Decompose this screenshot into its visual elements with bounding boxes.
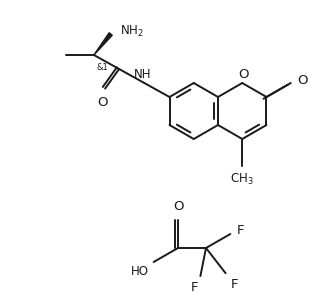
Polygon shape bbox=[94, 33, 112, 55]
Text: F: F bbox=[191, 281, 198, 294]
Text: &1: &1 bbox=[97, 63, 109, 72]
Text: CH$_3$: CH$_3$ bbox=[230, 172, 254, 187]
Text: F: F bbox=[237, 225, 244, 237]
Text: HO: HO bbox=[131, 265, 149, 278]
Text: O: O bbox=[97, 95, 107, 109]
Text: O: O bbox=[298, 75, 308, 87]
Text: NH: NH bbox=[133, 68, 151, 82]
Text: NH$_2$: NH$_2$ bbox=[120, 23, 144, 38]
Text: O: O bbox=[238, 67, 249, 80]
Text: O: O bbox=[173, 200, 183, 213]
Text: F: F bbox=[231, 278, 238, 291]
